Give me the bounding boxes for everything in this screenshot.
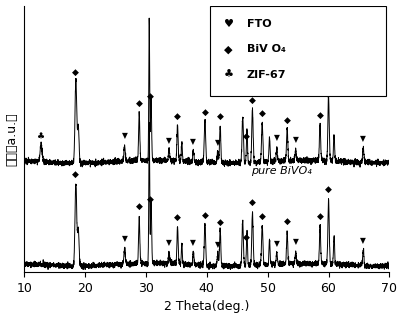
Text: ▼: ▼	[122, 234, 127, 243]
Text: ♥: ♥	[224, 19, 234, 29]
Text: ▼: ▼	[122, 131, 127, 140]
Text: ▼: ▼	[360, 236, 366, 245]
Text: ◆: ◆	[249, 96, 256, 105]
Text: ◆: ◆	[259, 212, 266, 221]
Text: ◆: ◆	[174, 213, 181, 222]
Text: ▼: ▼	[215, 241, 221, 249]
Text: ♣: ♣	[224, 70, 234, 79]
Text: ◆: ◆	[249, 198, 256, 207]
Text: ◆: ◆	[243, 233, 250, 242]
Text: ▼: ▼	[293, 237, 299, 246]
Text: ▼: ▼	[191, 238, 196, 247]
Text: ◆: ◆	[73, 170, 79, 179]
Text: ◆: ◆	[243, 132, 250, 141]
Text: ♣: ♣	[37, 132, 45, 141]
Text: ◆: ◆	[224, 44, 233, 54]
Text: ◆: ◆	[284, 116, 291, 125]
Text: ◆: ◆	[202, 211, 208, 220]
Text: ◆: ◆	[284, 217, 291, 226]
Text: ▼: ▼	[166, 136, 172, 145]
Text: ◆: ◆	[136, 202, 143, 211]
FancyBboxPatch shape	[210, 5, 386, 96]
Text: ◆: ◆	[217, 218, 224, 226]
Text: ◆: ◆	[325, 185, 332, 194]
Text: ZIF-67/BiV O₄: ZIF-67/BiV O₄	[251, 75, 324, 85]
Text: ◆: ◆	[174, 112, 181, 121]
Y-axis label: 强度（a.u.）: 强度（a.u.）	[6, 112, 19, 166]
Text: pure BiVO₄: pure BiVO₄	[251, 166, 312, 176]
Text: ◆: ◆	[136, 98, 143, 108]
Text: ◆: ◆	[317, 111, 324, 120]
Text: ◆: ◆	[317, 212, 324, 221]
Text: ◆: ◆	[202, 108, 208, 117]
Text: ▼: ▼	[274, 239, 280, 248]
Text: ◆: ◆	[217, 112, 224, 121]
Text: ◆: ◆	[259, 109, 266, 118]
Text: ◆: ◆	[147, 195, 154, 204]
X-axis label: 2 Theta(deg.): 2 Theta(deg.)	[164, 300, 249, 314]
Text: ▼: ▼	[360, 134, 366, 143]
Text: ▼: ▼	[166, 238, 172, 247]
Text: ◆: ◆	[73, 67, 79, 77]
Text: BiV O₄: BiV O₄	[247, 44, 286, 54]
Text: ZIF-67: ZIF-67	[247, 70, 287, 79]
Text: ▼: ▼	[191, 137, 196, 146]
Text: ▼: ▼	[293, 135, 299, 144]
Text: ◆: ◆	[325, 81, 332, 90]
Text: FTO: FTO	[247, 19, 272, 29]
Text: ◆: ◆	[147, 92, 154, 101]
Text: ▼: ▼	[274, 133, 280, 142]
Text: ▼: ▼	[215, 137, 221, 147]
